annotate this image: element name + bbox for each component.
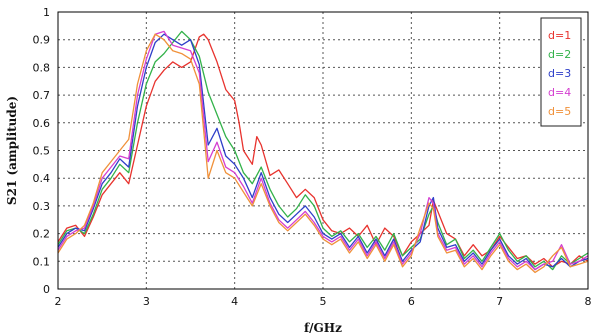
legend-box xyxy=(540,17,582,127)
series-line-d-4 xyxy=(57,30,589,271)
plot-frame xyxy=(57,11,589,290)
series-line-d-3 xyxy=(57,33,589,271)
legend-entry: d=3 xyxy=(548,67,571,80)
y-tick-label: 0.4 xyxy=(33,172,51,185)
y-axis-label: S21 (amplitude) xyxy=(5,96,19,205)
legend-entry: d=4 xyxy=(548,86,571,99)
x-axis-ticks: 2 3 4 5 6 7 8 xyxy=(55,295,592,308)
y-tick-label: 1 xyxy=(43,6,50,19)
x-tick-label: 3 xyxy=(143,295,150,308)
series-layer xyxy=(57,30,589,274)
x-tick-label: 5 xyxy=(320,295,327,308)
x-tick-label: 7 xyxy=(496,295,503,308)
x-tick-label: 8 xyxy=(585,295,592,308)
y-tick-label: 0.6 xyxy=(33,117,51,130)
y-tick-label: 0.2 xyxy=(33,228,51,241)
y-tick-label: 0.8 xyxy=(33,61,51,74)
y-tick-label: 0.9 xyxy=(33,34,51,47)
legend: d=1 d=2 d=3 d=4 d=5 xyxy=(540,17,582,127)
series-line-d-2 xyxy=(57,30,589,271)
legend-entry: d=2 xyxy=(548,48,571,61)
y-tick-label: 0.5 xyxy=(33,145,51,158)
x-tick-label: 4 xyxy=(231,295,238,308)
x-axis-label: f/GHz xyxy=(304,321,342,335)
y-tick-label: 0.1 xyxy=(33,255,51,268)
y-tick-label: 0.7 xyxy=(33,89,51,102)
x-tick-label: 2 xyxy=(55,295,62,308)
series-line-d-5 xyxy=(57,33,589,274)
y-tick-label: 0.3 xyxy=(33,200,51,213)
legend-entry: d=1 xyxy=(548,29,571,42)
x-tick-label: 6 xyxy=(408,295,415,308)
y-tick-label: 0 xyxy=(43,283,50,296)
y-axis-ticks: 0 0.1 0.2 0.3 0.4 0.5 0.6 0.7 0.8 0.9 1 xyxy=(33,6,51,296)
legend-entry: d=5 xyxy=(548,105,571,118)
